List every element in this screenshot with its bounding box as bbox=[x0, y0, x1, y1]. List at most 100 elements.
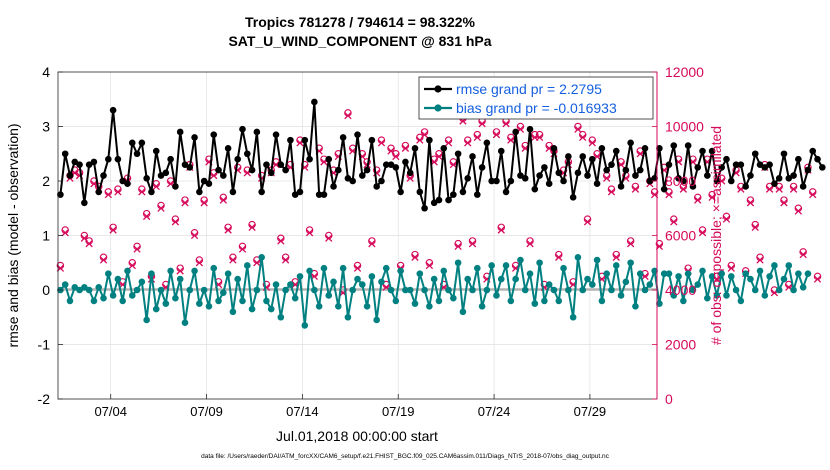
rmse-point bbox=[579, 153, 587, 160]
obs-assimilated-point bbox=[507, 136, 515, 144]
rmse-point bbox=[100, 172, 107, 179]
x-tick-label: 07/24 bbox=[478, 404, 511, 419]
rmse-point bbox=[320, 191, 328, 198]
rmse-point bbox=[636, 166, 644, 174]
bias-point bbox=[378, 278, 385, 286]
bias-point bbox=[411, 300, 419, 307]
bias-point bbox=[804, 270, 812, 277]
rmse-point bbox=[239, 125, 246, 133]
bias-point bbox=[157, 286, 165, 294]
bias-point bbox=[335, 303, 342, 310]
obs-assimilated-point bbox=[502, 120, 510, 128]
bias-point bbox=[61, 281, 69, 288]
rmse-point bbox=[704, 172, 711, 179]
right-y-axis: 0 2000 4000 6000 8000 10000 12000 bbox=[652, 64, 704, 407]
rmse-point bbox=[771, 180, 778, 188]
obs-assimilated-point bbox=[535, 133, 544, 142]
rmse-point bbox=[387, 161, 395, 168]
bias-point bbox=[267, 305, 275, 313]
bias-point bbox=[751, 286, 759, 294]
bias-point bbox=[732, 286, 740, 294]
rmse-point bbox=[258, 188, 265, 196]
rmse-point bbox=[459, 188, 467, 196]
bias-point bbox=[306, 267, 313, 275]
rmse-point bbox=[684, 142, 692, 149]
obs-assimilated-point bbox=[133, 245, 141, 253]
rmse-point bbox=[665, 161, 673, 168]
bias-point bbox=[105, 270, 112, 277]
bias-point bbox=[756, 267, 764, 275]
rmse-point bbox=[416, 188, 424, 196]
bias-point bbox=[325, 292, 333, 299]
rmse-point bbox=[57, 191, 64, 198]
rmse-point bbox=[536, 172, 543, 179]
obs-assimilated-point bbox=[406, 174, 414, 182]
bias-point bbox=[148, 270, 155, 277]
bias-point bbox=[459, 308, 467, 316]
bias-point bbox=[704, 294, 711, 302]
rmse-point bbox=[306, 155, 313, 163]
obs-assimilated-point bbox=[478, 120, 486, 128]
obs-assimilated-point bbox=[420, 131, 429, 139]
rmse-point bbox=[478, 164, 486, 171]
obs-assimilated-point bbox=[670, 218, 678, 226]
bias-point bbox=[220, 289, 227, 297]
rmse-point bbox=[761, 164, 769, 171]
rmse-point bbox=[541, 164, 548, 171]
bias-point bbox=[363, 303, 371, 310]
rmse-point bbox=[143, 174, 150, 182]
bias-point bbox=[440, 267, 448, 275]
bias-point bbox=[713, 292, 721, 299]
rmse-point bbox=[392, 164, 400, 171]
bias-point bbox=[416, 270, 424, 277]
obs-assimilated-point bbox=[789, 185, 798, 193]
obs-assimilated-point bbox=[718, 177, 726, 185]
y-axis-label-left: rmse and bias (model - observation) bbox=[5, 123, 21, 347]
bias-point bbox=[119, 297, 126, 305]
rmse-point bbox=[517, 172, 524, 179]
rmse-point bbox=[708, 147, 716, 155]
obs-assimilated-point bbox=[248, 223, 256, 231]
obs-assimilated-point bbox=[171, 218, 180, 226]
rmse-point bbox=[756, 161, 764, 168]
bias-point bbox=[152, 305, 160, 313]
rmse-point bbox=[440, 145, 448, 152]
obs-count-markers bbox=[56, 106, 822, 297]
rmse-point bbox=[272, 131, 280, 138]
bias-point bbox=[723, 292, 730, 299]
rmse-point bbox=[483, 139, 491, 147]
rmse-point bbox=[593, 180, 601, 188]
rmse-point bbox=[641, 145, 649, 152]
bias-point bbox=[162, 300, 170, 307]
bias-point bbox=[775, 286, 783, 294]
obs-assimilated-point bbox=[195, 259, 204, 267]
rmse-point bbox=[742, 183, 749, 190]
obs-assimilated-point bbox=[607, 188, 616, 196]
rmse-point bbox=[186, 164, 194, 171]
x-axis-label: Jul.01,2018 00:00:00 start bbox=[276, 428, 438, 444]
rmse-point bbox=[71, 158, 79, 166]
bias-point bbox=[426, 303, 433, 310]
rmse-point bbox=[114, 155, 122, 163]
obs-assimilated-point bbox=[224, 226, 232, 234]
rmse-point bbox=[176, 128, 184, 136]
obs-assimilated-point bbox=[780, 199, 788, 207]
y-tick-label: 1 bbox=[42, 228, 50, 244]
bias-point bbox=[387, 286, 395, 294]
bias-point bbox=[85, 286, 93, 294]
rmse-point bbox=[363, 166, 371, 174]
bias-point bbox=[493, 292, 500, 299]
x-tick-label: 07/29 bbox=[574, 404, 607, 419]
obs-assimilated-point bbox=[253, 259, 261, 267]
bias-point bbox=[627, 259, 634, 267]
obs-assimilated-point bbox=[454, 242, 462, 251]
bias-point bbox=[124, 267, 131, 275]
rmse-point bbox=[790, 172, 797, 179]
rmse-point bbox=[152, 147, 160, 155]
y2-tick-label: 12000 bbox=[665, 64, 704, 80]
rmse-point bbox=[689, 183, 697, 190]
obs-assimilated-point bbox=[277, 237, 285, 245]
bias-point bbox=[95, 283, 103, 291]
obs-assimilated-point bbox=[612, 253, 620, 261]
bias-point bbox=[167, 267, 174, 275]
